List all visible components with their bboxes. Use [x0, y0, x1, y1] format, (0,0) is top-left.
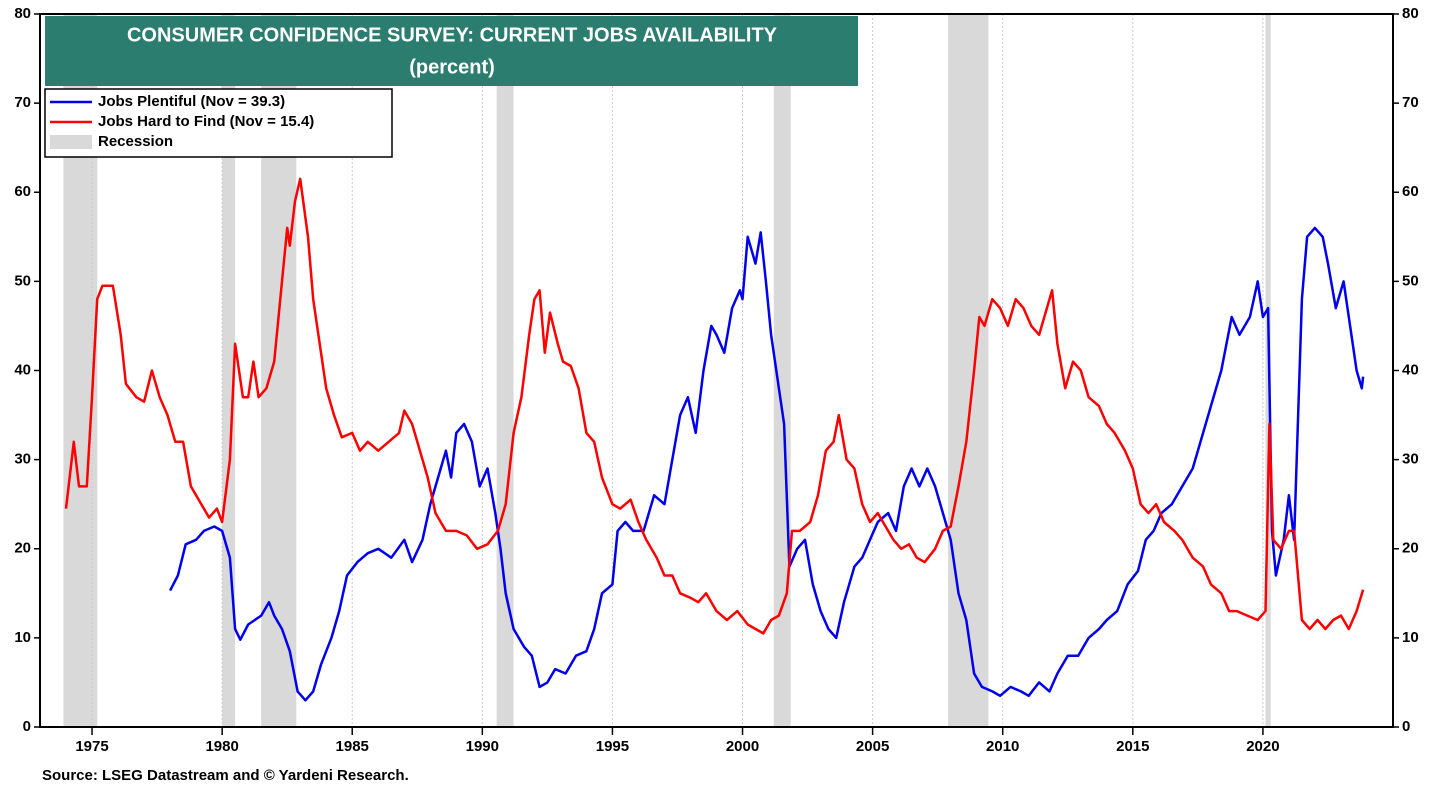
legend-swatch	[50, 135, 92, 149]
recession-band	[948, 14, 989, 727]
y2-tick-label: 40	[1402, 361, 1419, 378]
y2-tick-label: 50	[1402, 272, 1419, 289]
chart-subtitle: (percent)	[409, 56, 495, 78]
series-line	[168, 226, 1365, 702]
x-tick-label: 2020	[1246, 738, 1279, 755]
x-tick-label: 2015	[1116, 738, 1149, 755]
y-tick-label: 60	[14, 183, 31, 200]
x-tick-label: 1990	[466, 738, 499, 755]
legend-label: Jobs Hard to Find (Nov = 15.4)	[98, 113, 314, 130]
legend-label: Recession	[98, 133, 173, 150]
y-tick-label: 40	[14, 361, 31, 378]
x-tick-label: 1985	[336, 738, 369, 755]
recession-band	[773, 14, 791, 727]
y-tick-label: 0	[23, 718, 31, 735]
y-tick-label: 50	[14, 272, 31, 289]
x-tick-label: 2000	[726, 738, 759, 755]
x-tick-label: 1995	[596, 738, 629, 755]
x-tick-label: 2010	[986, 738, 1019, 755]
y2-tick-label: 10	[1402, 629, 1419, 646]
y-tick-label: 20	[14, 540, 31, 557]
title-box	[45, 16, 858, 86]
y-tick-label: 70	[14, 94, 31, 111]
source: Source: LSEG Datastream and © Yardeni Re…	[42, 767, 409, 784]
x-tick-label: 1980	[205, 738, 238, 755]
y-tick-label: 80	[14, 5, 31, 22]
legend-box	[44, 88, 393, 158]
x-tick-label: 1975	[75, 738, 108, 755]
y2-tick-label: 70	[1402, 94, 1419, 111]
chart-title: CONSUMER CONFIDENCE SURVEY: CURRENT JOBS…	[127, 24, 778, 46]
y-tick-label: 10	[14, 629, 31, 646]
y2-tick-label: 0	[1402, 718, 1410, 735]
series-line	[64, 177, 1365, 635]
y2-tick-label: 60	[1402, 183, 1419, 200]
plot-frame	[39, 13, 1394, 728]
y2-tick-label: 20	[1402, 540, 1419, 557]
y2-tick-label: 80	[1402, 5, 1419, 22]
x-tick-label: 2005	[856, 738, 889, 755]
y2-tick-label: 30	[1402, 451, 1419, 468]
recession-band	[222, 14, 236, 727]
legend-label: Jobs Plentiful (Nov = 39.3)	[98, 93, 285, 110]
y-tick-label: 30	[14, 451, 31, 468]
